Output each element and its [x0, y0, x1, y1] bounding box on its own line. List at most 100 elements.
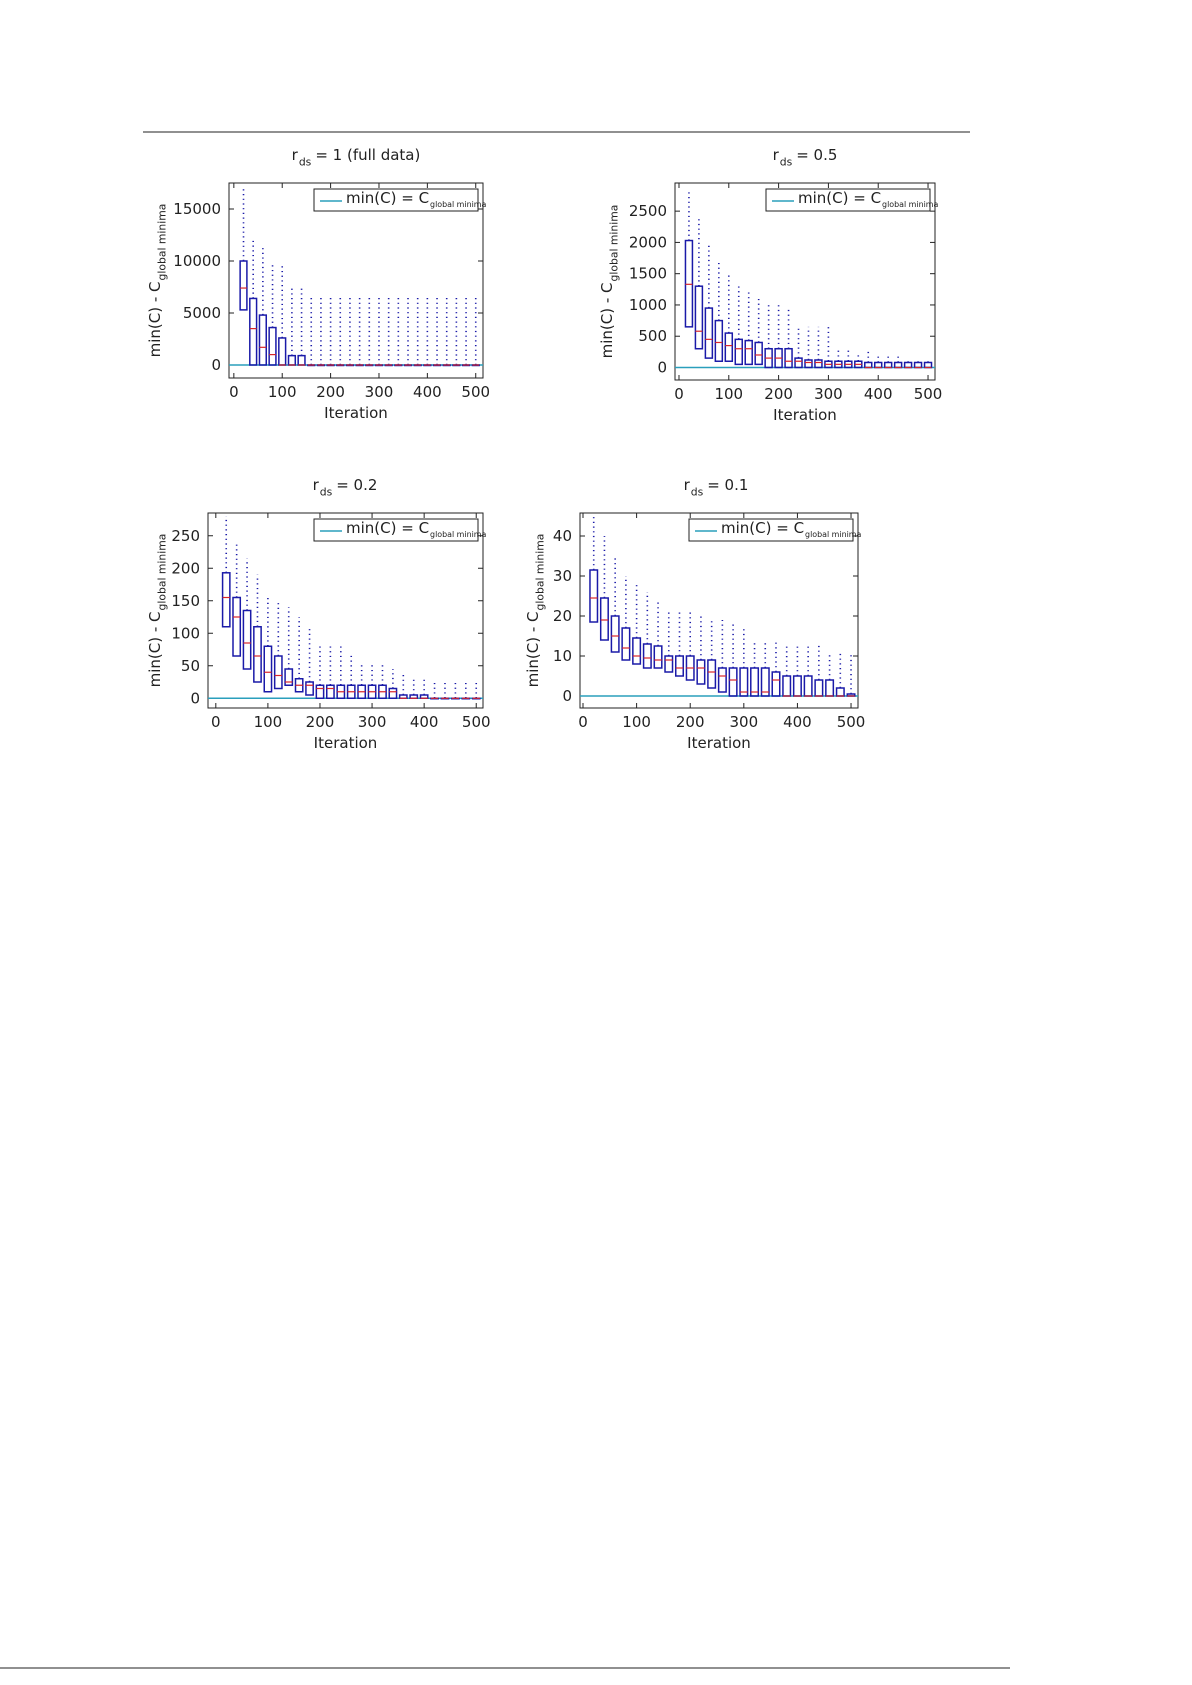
y-tick-label: 0 [562, 687, 572, 705]
box [642, 643, 652, 669]
box [684, 239, 694, 328]
box [707, 659, 717, 689]
x-tick-label: 200 [306, 713, 335, 731]
x-tick-label: 300 [729, 713, 758, 731]
legend-box [313, 518, 479, 542]
box [664, 655, 674, 673]
box [258, 314, 268, 366]
y-tick-label: 1500 [629, 265, 667, 283]
box [744, 339, 753, 366]
x-tick-label: 300 [358, 713, 387, 731]
x-tick-label: 200 [764, 385, 793, 403]
box [305, 681, 314, 696]
box [754, 341, 763, 366]
legend-label-part: global minima [882, 200, 938, 209]
y-axis-label: min(C) - Cglobal minima [146, 534, 168, 688]
box [814, 359, 823, 369]
box [253, 626, 262, 683]
x-tick-label: 0 [674, 385, 684, 403]
y-axis-label: min(C) - Cglobal minima [524, 534, 546, 688]
x-tick-label: 300 [814, 385, 843, 403]
box [674, 655, 684, 677]
legend-label: min(C) = Cglobal minima [798, 189, 938, 209]
y-axis-label-part: min(C) - C [146, 281, 164, 357]
legend-label: min(C) = Cglobal minima [346, 519, 486, 539]
y-tick-label: 0 [211, 356, 221, 374]
x-tick-label: 400 [410, 713, 439, 731]
x-tick-label: 100 [714, 385, 743, 403]
chart-title-part: = 0.1 [707, 476, 748, 494]
x-tick-label: 0 [211, 713, 221, 731]
chart-title-part: r [292, 146, 299, 164]
chart: 0 50 100 150 200 250 0 100 200 300 400 500 Iteration… [146, 476, 491, 752]
y-tick-label: 50 [181, 657, 200, 675]
box [694, 285, 704, 350]
box [273, 655, 283, 690]
box [696, 659, 706, 685]
box [388, 687, 398, 699]
chart-title: rds = 1 (full data) [292, 146, 421, 168]
y-tick-label: 250 [171, 527, 200, 545]
box [794, 357, 803, 369]
box [249, 297, 258, 366]
chart-title-part: = 1 (full data) [315, 146, 420, 164]
x-tick-label: 500 [914, 385, 943, 403]
chart-title-part: ds [691, 485, 704, 498]
y-axis-label: min(C) - Cglobal minima [598, 205, 620, 359]
y-axis-label-part: global minima [155, 204, 168, 281]
y-tick-label: 0 [190, 689, 200, 707]
y-axis-label-part: min(C) - C [524, 611, 542, 687]
box [653, 645, 663, 669]
legend-label: min(C) = Cglobal minima [346, 189, 486, 209]
box [704, 307, 714, 359]
y-tick-label: 10000 [173, 252, 221, 270]
x-axis-label: Iteration [687, 734, 751, 752]
box [750, 667, 760, 697]
chart: 0 5000 10000 15000 0 100 200 300 400 500 Iteration… [146, 146, 490, 422]
y-tick-label: 15000 [173, 200, 221, 218]
y-axis-label-part: global minima [533, 534, 546, 611]
plot-area [228, 182, 484, 379]
x-axis-label: Iteration [314, 734, 378, 752]
box [315, 684, 325, 699]
y-tick-label: 0 [657, 358, 667, 376]
y-tick-label: 30 [553, 567, 572, 585]
box [326, 684, 335, 699]
chart: 0 500 1000 1500 2000 2500 0 100 200 300 400 500 Iter… [598, 146, 942, 424]
x-tick-label: 400 [413, 383, 442, 401]
y-axis-label-part: global minima [155, 534, 168, 611]
box [632, 637, 642, 665]
box [268, 326, 277, 366]
x-tick-label: 100 [268, 383, 297, 401]
box [771, 671, 781, 697]
x-axis-label: Iteration [324, 404, 388, 422]
box [734, 338, 743, 366]
y-tick-label: 500 [638, 327, 667, 345]
y-tick-label: 100 [171, 624, 200, 642]
x-tick-label: 400 [783, 713, 812, 731]
legend-label: min(C) = Cglobal minima [721, 519, 861, 539]
y-axis-label: min(C) - Cglobal minima [146, 204, 168, 358]
legend-box [765, 188, 931, 212]
chart-title-part: r [773, 146, 780, 164]
box [263, 645, 273, 693]
legend-box [688, 518, 854, 542]
x-tick-label: 100 [622, 713, 651, 731]
y-tick-label: 1000 [629, 296, 667, 314]
chart-title-part: ds [299, 155, 312, 168]
box [804, 359, 813, 369]
x-tick-label: 500 [461, 383, 490, 401]
x-tick-label: 300 [365, 383, 394, 401]
x-tick-label: 200 [676, 713, 705, 731]
legend-label-part: min(C) = C [721, 519, 804, 537]
legend-label-part: global minima [805, 530, 861, 539]
box [589, 569, 599, 623]
x-tick-label: 0 [229, 383, 239, 401]
box [717, 667, 727, 693]
plot-area [674, 182, 936, 381]
box [621, 627, 631, 661]
y-tick-label: 2000 [629, 233, 667, 251]
chart-title-part: ds [320, 485, 333, 498]
